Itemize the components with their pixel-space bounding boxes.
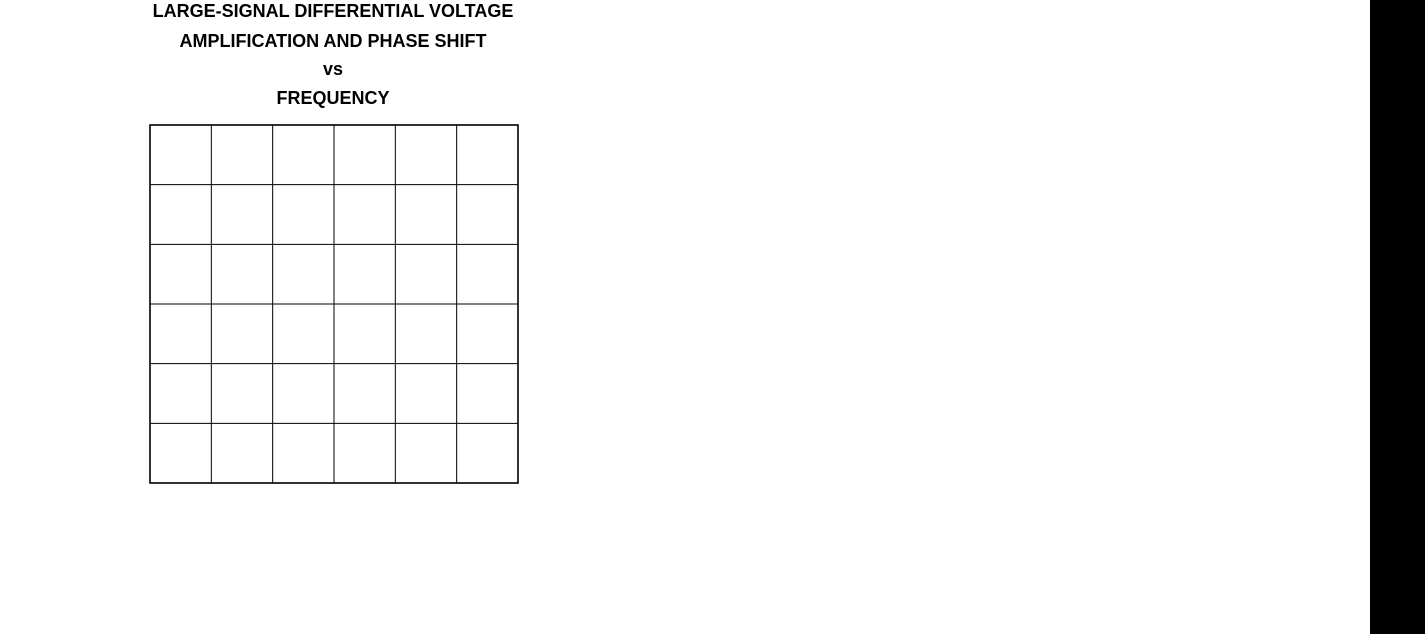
chart-title: FREQUENCY [276, 88, 389, 108]
chart-title: LARGE-SIGNAL DIFFERENTIAL VOLTAGE [153, 1, 514, 21]
chart-title: vs [323, 59, 343, 79]
edge-bar [1370, 0, 1425, 634]
plot-frame [149, 124, 519, 484]
background [0, 0, 1370, 634]
chart-title: AMPLIFICATION AND PHASE SHIFT [180, 31, 487, 51]
